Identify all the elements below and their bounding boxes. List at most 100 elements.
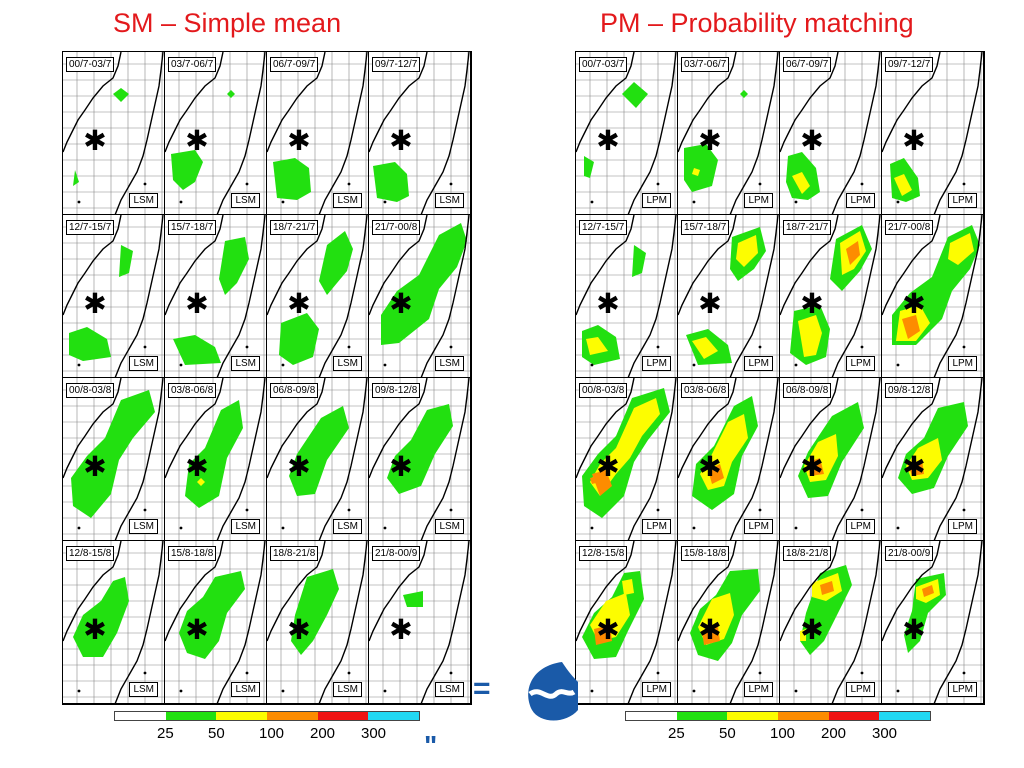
island-dot (962, 508, 966, 512)
island-dot (860, 182, 864, 186)
date-range-label: 00/7-03/7 (579, 57, 628, 72)
map-cell-pm-11: ✱ 09/8-12/8 LPM (882, 378, 984, 541)
station-star-icon: ✱ (596, 287, 619, 320)
station-star-icon: ✱ (698, 613, 721, 646)
date-range-label: 03/8-06/8 (168, 383, 217, 398)
island-dot (449, 671, 453, 675)
station-star-icon: ✱ (902, 450, 925, 483)
station-star-icon: ✱ (287, 450, 310, 483)
method-label: LPM (846, 193, 875, 208)
island-dot (656, 671, 660, 675)
island-dot (656, 345, 660, 349)
precip-area-tier-1 (381, 223, 467, 345)
map-plot-pm-6: ✱ (780, 215, 881, 377)
method-label: LSM (129, 682, 158, 697)
island-dot (281, 526, 285, 530)
map-cell-sm-3: ✱ 09/7-12/7 LSM (369, 52, 471, 215)
date-range-label: 12/7-15/7 (579, 220, 628, 235)
island-dot (179, 200, 183, 204)
map-cell-pm-6: ✱ 18/7-21/7 LPM (780, 215, 882, 378)
method-label: LPM (948, 682, 977, 697)
map-plot-sm-13: ✱ (165, 541, 266, 703)
station-star-icon: ✱ (596, 613, 619, 646)
method-label: LPM (744, 356, 773, 371)
map-cell-sm-6: ✱ 18/7-21/7 LSM (267, 215, 369, 378)
colorbar-bin-4 (317, 712, 369, 720)
coastline (165, 52, 266, 214)
precip-area-tier-1 (227, 90, 235, 98)
precip-area-tier-2 (800, 629, 806, 641)
map-plot-pm-8: ✱ (576, 378, 677, 540)
island-dot (77, 200, 81, 204)
island-dot (590, 526, 594, 530)
date-range-label: 18/7-21/7 (270, 220, 319, 235)
island-dot (860, 508, 864, 512)
station-star-icon: ✱ (698, 124, 721, 157)
map-cell-pm-12: ✱ 12/8-15/8 LPM (576, 541, 678, 704)
colorbar-tick-label: 25 (157, 725, 174, 742)
precip-area-tier-1 (73, 577, 129, 657)
island-dot (794, 689, 798, 693)
precip-area-tier-1 (279, 313, 319, 365)
island-dot (143, 508, 147, 512)
date-range-label: 06/8-09/8 (783, 383, 832, 398)
map-cell-pm-9: ✱ 03/8-06/8 LPM (678, 378, 780, 541)
map-cell-pm-7: ✱ 21/7-00/8 LPM (882, 215, 984, 378)
map-cell-pm-3: ✱ 09/7-12/7 LPM (882, 52, 984, 215)
coastline (63, 541, 164, 703)
coastline (369, 541, 470, 703)
station-star-icon: ✱ (800, 287, 823, 320)
coastline (882, 52, 983, 214)
coastline (780, 378, 881, 540)
island-dot (449, 345, 453, 349)
island-dot (860, 671, 864, 675)
island-dot (281, 689, 285, 693)
station-star-icon: ✱ (389, 613, 412, 646)
method-label: LSM (333, 682, 362, 697)
coastline (267, 215, 368, 377)
coastline (678, 541, 779, 703)
precip-area-tier-1 (71, 390, 155, 518)
island-dot (692, 200, 696, 204)
station-star-icon: ✱ (596, 450, 619, 483)
method-label: LPM (744, 193, 773, 208)
map-cell-pm-1: ✱ 03/7-06/7 LPM (678, 52, 780, 215)
island-dot (896, 526, 900, 530)
map-cell-sm-12: ✱ 12/8-15/8 LSM (63, 541, 165, 704)
map-plot-sm-9: ✱ (165, 378, 266, 540)
station-star-icon: ✱ (800, 450, 823, 483)
island-dot (656, 508, 660, 512)
date-range-label: 03/8-06/8 (681, 383, 730, 398)
precip-area-tier-1 (319, 231, 353, 295)
island-dot (77, 689, 81, 693)
precip-area-tier-1 (632, 245, 646, 277)
island-dot (77, 526, 81, 530)
island-dot (245, 508, 249, 512)
date-range-label: 09/7-12/7 (372, 57, 421, 72)
coastline (882, 215, 983, 377)
island-dot (179, 526, 183, 530)
station-star-icon: ✱ (902, 287, 925, 320)
precip-area-tier-2 (948, 233, 974, 265)
precip-area-tier-2 (692, 337, 718, 359)
station-star-icon: ✱ (83, 287, 106, 320)
date-range-label: 18/8-21/8 (783, 546, 832, 561)
coastline (63, 378, 164, 540)
precip-area-tier-1 (740, 90, 748, 98)
method-label: LSM (435, 682, 464, 697)
wave-logo-icon (528, 662, 578, 721)
method-label: LSM (129, 193, 158, 208)
precip-area-tier-1 (219, 237, 249, 295)
panel-title-simple-mean: SM – Simple mean (113, 8, 342, 38)
coastline (780, 215, 881, 377)
method-label: LPM (642, 519, 671, 534)
date-range-label: 21/7-00/8 (885, 220, 934, 235)
colorbar-bin-3 (267, 712, 318, 720)
colorbar-tick-label: 200 (310, 725, 336, 742)
date-range-label: 21/8-00/9 (372, 546, 421, 561)
precip-area-tier-1 (113, 88, 129, 102)
method-label: LSM (231, 682, 260, 697)
precip-area-tier-1 (171, 150, 203, 190)
method-label: LSM (129, 519, 158, 534)
map-plot-sm-15: ✱ (369, 541, 470, 703)
